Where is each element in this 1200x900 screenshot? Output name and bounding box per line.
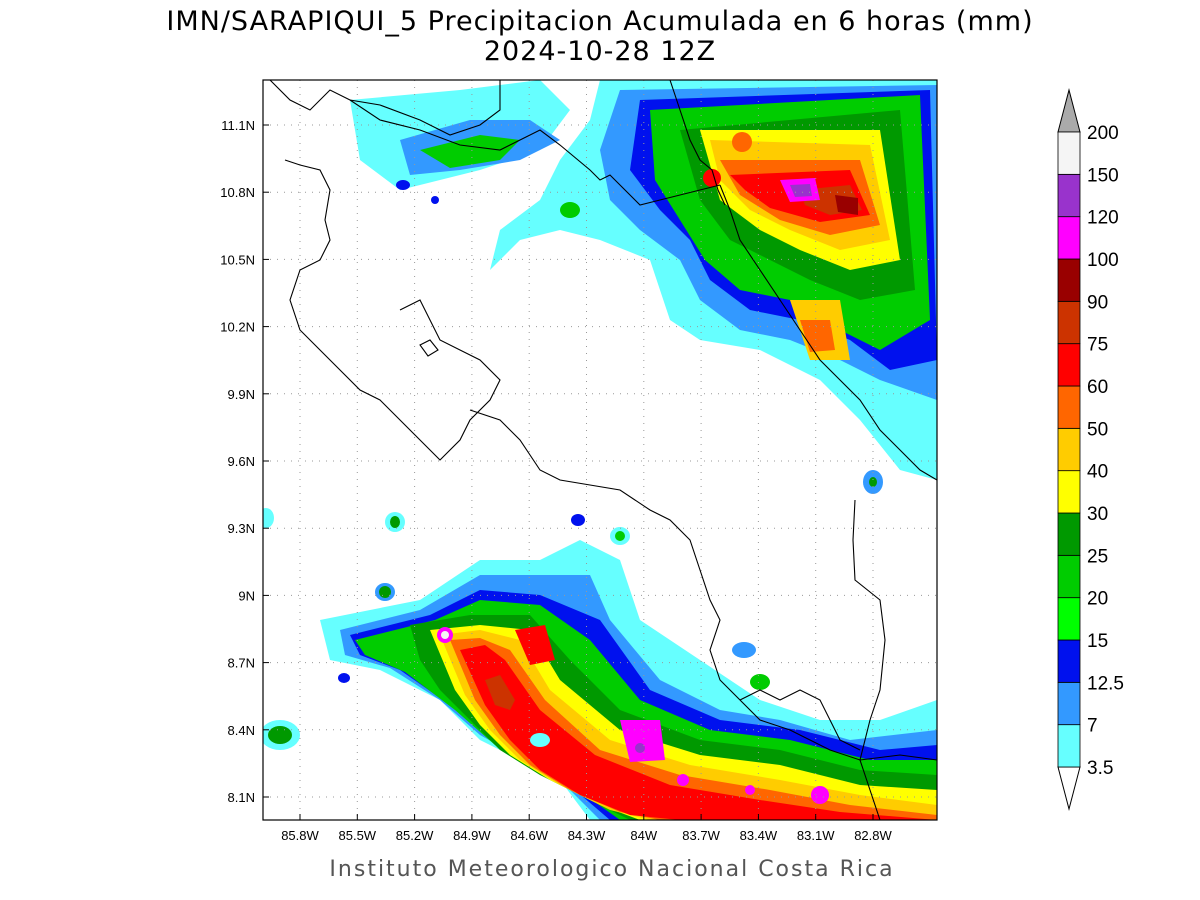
precip-system-south [320, 540, 937, 820]
panama-border [852, 499, 886, 820]
tick-label-lat-10: 8.1N [228, 790, 255, 805]
map-axis-ticks: 85.8W 85.5W 85.2W 84.9W 84.6W 84.3W 84W 83.7W 83… [220, 118, 892, 843]
colorbar-label-1: 7 [1087, 716, 1098, 737]
colorbar-swatch-0 [1057, 724, 1081, 768]
colorbar-arrow-bottom [1057, 766, 1081, 811]
colorbar-label-0: 3.5 [1087, 758, 1113, 779]
tick-label-lon-3: 84.9W [453, 828, 491, 843]
colorbar-swatch-1 [1057, 681, 1081, 726]
coastlines-and-borders [269, 80, 937, 820]
tick-label-lat-8: 8.7N [228, 656, 255, 671]
colorbar-swatch-10 [1057, 300, 1081, 345]
colorbar-swatch-7 [1057, 427, 1081, 472]
colorbar-label-8: 50 [1087, 419, 1108, 440]
tick-label-lat-9: 8.4N [228, 723, 255, 738]
institution-footer: Instituto Meteorologico Nacional Costa R… [329, 857, 894, 882]
tick-label-lat-4: 9.9N [228, 387, 255, 402]
osa-peninsula-coast [739, 689, 861, 751]
colorbar-label-15: 200 [1087, 123, 1119, 144]
tick-label-lat-6: 9.3N [228, 521, 255, 536]
colorbar-swatch-6 [1057, 470, 1081, 514]
nicoya-gulf-coast [284, 159, 501, 461]
precip-system-northeast [350, 80, 937, 480]
tick-label-lon-10: 82.8W [854, 828, 892, 843]
colorbar-label-10: 75 [1087, 335, 1108, 356]
precipitation-colorbar: 3.5 7 12.5 15 20 25 30 40 50 60 75 90 100 120 150 200 [1057, 88, 1124, 811]
colorbar-label-6: 30 [1087, 504, 1108, 525]
map-title: IMN/SARAPIQUI_5 Precipitacion Acumulada … [166, 6, 1033, 37]
colorbar-swatch-4 [1057, 554, 1081, 599]
tick-label-lat-3: 10.2N [220, 320, 255, 335]
tick-label-lon-5: 84.3W [568, 828, 606, 843]
tick-label-lat-5: 9.6N [228, 454, 255, 469]
tick-label-lon-4: 84.6W [510, 828, 548, 843]
tick-label-lon-2: 85.2W [396, 828, 434, 843]
tick-label-lat-1: 10.8N [220, 185, 255, 200]
tick-label-lat-0: 11.1N [221, 118, 255, 133]
colorbar-swatch-13 [1057, 173, 1081, 218]
colorbar-label-9: 60 [1087, 377, 1108, 398]
colorbar-label-2: 12.5 [1087, 673, 1124, 694]
tick-label-lon-6: 84W [630, 828, 657, 843]
colorbar-swatch-9 [1057, 343, 1081, 387]
colorbar-swatch-2 [1057, 639, 1081, 683]
colorbar-swatch-5 [1057, 512, 1081, 556]
tick-label-lon-7: 83.7W [682, 828, 720, 843]
lake-nicaragua-shore [349, 80, 501, 136]
colorbar-swatch-11 [1057, 258, 1081, 302]
small-island-outline [419, 339, 439, 357]
colorbar-label-12: 100 [1087, 250, 1119, 271]
colorbar-swatch-12 [1057, 216, 1081, 260]
colorbar-label-7: 40 [1087, 462, 1108, 483]
colorbar-label-14: 150 [1087, 165, 1119, 186]
tick-label-lat-2: 10.5N [220, 252, 255, 267]
tick-label-lon-0: 85.8W [281, 828, 319, 843]
map-plot-area: 85.8W 85.5W 85.2W 84.9W 84.6W 84.3W 84W 83.7W 83… [220, 79, 938, 843]
precipitation-field [263, 80, 937, 820]
tick-label-lon-8: 83.4W [740, 828, 778, 843]
tick-label-lat-7: 9N [238, 588, 255, 603]
tick-label-lon-9: 83.1W [797, 828, 835, 843]
colorbar-label-13: 120 [1087, 208, 1119, 229]
nicaragua-coastline [269, 80, 721, 206]
colorbar-swatch-8 [1057, 385, 1081, 429]
nicaragua-border [669, 80, 726, 206]
caribbean-coastline [719, 184, 937, 481]
colorbar-swatch-3 [1057, 597, 1081, 641]
map-frame [262, 79, 938, 821]
precip-scattered-cells [263, 180, 883, 750]
colorbar-label-3: 15 [1087, 631, 1108, 652]
tick-label-lon-1: 85.5W [339, 828, 377, 843]
colorbar-label-11: 90 [1087, 292, 1108, 313]
colorbar-label-5: 25 [1087, 546, 1108, 567]
map-gridlines [263, 80, 937, 820]
colorbar-label-4: 20 [1087, 589, 1108, 610]
map-subtitle-date: 2024-10-28 12Z [484, 36, 716, 67]
pacific-coastline [469, 409, 937, 761]
colorbar-arrow-top [1057, 88, 1081, 133]
colorbar-swatch-14 [1057, 131, 1081, 175]
